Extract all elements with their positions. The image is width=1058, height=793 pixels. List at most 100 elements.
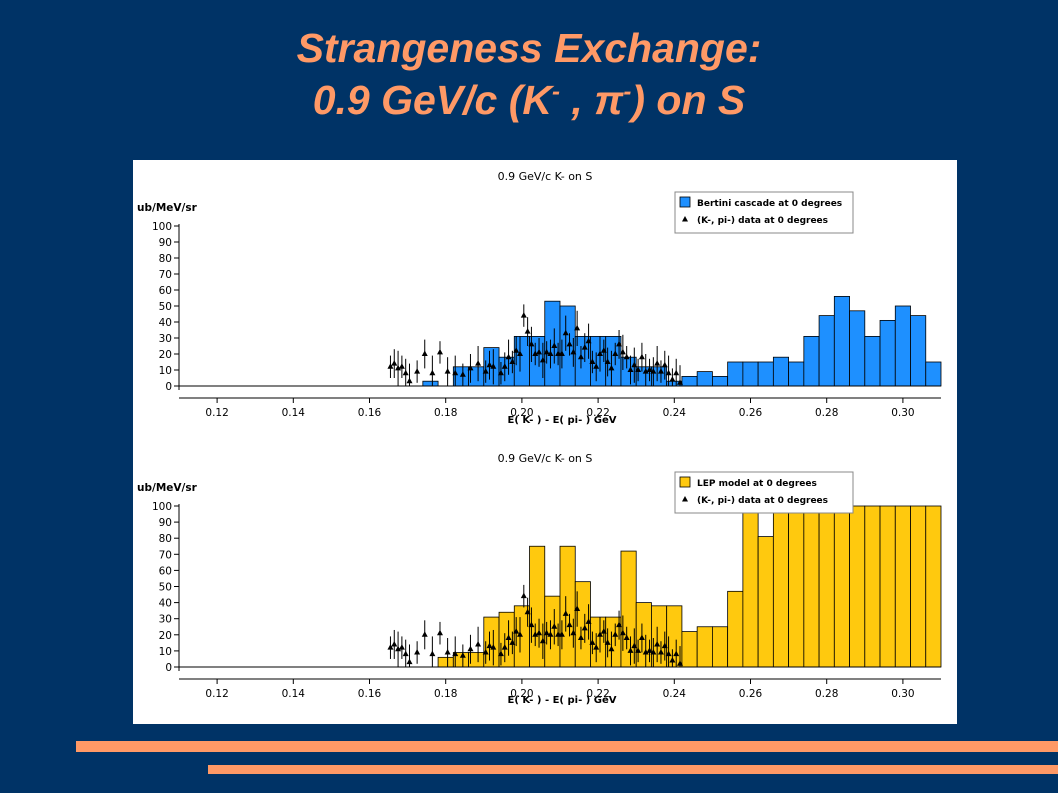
chart2-data-point — [646, 647, 653, 653]
chart1-data-point — [516, 350, 523, 356]
chart1-bar — [772, 356, 789, 387]
chart1-bar — [879, 319, 896, 387]
chart2-data-point — [562, 610, 569, 616]
chart2-data-point — [566, 621, 573, 628]
chart1-ytick-label: 80 — [159, 253, 172, 265]
chart2-data-point — [589, 639, 596, 645]
chart1-data-point — [654, 360, 661, 366]
chart1-title: 0.9 GeV/c K- on S — [498, 170, 593, 183]
chart2-data-point — [482, 649, 489, 655]
chart2-bar — [696, 626, 713, 668]
chart1-xtick-label: 0.30 — [891, 407, 914, 419]
chart2-ytick-label: 100 — [152, 501, 172, 513]
chart2-data-point — [539, 637, 546, 644]
chart1-data-point — [524, 328, 531, 334]
chart2-bar — [833, 505, 850, 668]
chart1-data-point — [627, 366, 634, 372]
chart2-data-point — [475, 640, 482, 647]
chart2-xtick-label: 0.26 — [739, 688, 763, 700]
chart1-data-point — [482, 368, 489, 374]
chart2-data-point — [406, 658, 413, 665]
chart1-data-point — [543, 348, 550, 355]
chart1-data-point — [395, 364, 402, 371]
chart2-data-point — [623, 634, 630, 641]
chart2-bar — [803, 505, 820, 668]
chart2-data-point — [677, 660, 684, 666]
title-line-2-comma: , — [560, 77, 595, 123]
chart2-data-point — [604, 639, 611, 645]
chart1-legend-label-bars: Bertini cascade at 0 degrees — [697, 199, 842, 209]
chart1-ytick-label: 90 — [159, 237, 172, 249]
chart2-data-point — [436, 629, 443, 636]
chart2-bar — [788, 505, 805, 668]
chart1-xlabel: E( K- ) - E( pi- ) GeV — [508, 415, 617, 426]
chart1-data-point — [581, 344, 588, 350]
chart1-ytick-label: 70 — [159, 269, 172, 281]
chart2-data-point — [597, 631, 604, 637]
chart1-data-point — [501, 363, 508, 369]
chart1-ytick-label: 60 — [159, 285, 172, 297]
chart2-data-point — [600, 628, 607, 634]
chart1-data-point — [619, 348, 626, 355]
chart1-bar — [849, 310, 866, 387]
decorative-bar-top — [76, 741, 1058, 752]
chart2-ytick-label: 60 — [159, 565, 172, 577]
chart1-data-point — [536, 348, 543, 355]
chart2-ytick-label: 0 — [165, 662, 172, 674]
chart2-data-point — [391, 640, 398, 647]
chart1-legend-label-data: (K-, pi-) data at 0 degrees — [697, 216, 828, 226]
chart1-bar — [696, 371, 713, 387]
chart2-data-point — [524, 608, 531, 615]
chart2-bar — [849, 505, 866, 668]
chart1-ytick-label: 40 — [159, 317, 172, 329]
chart1-ylabel: ub/MeV/sr — [137, 202, 198, 214]
chart1-data-point — [509, 358, 516, 364]
chart1-data-point — [635, 366, 642, 372]
chart1-bar — [788, 361, 805, 387]
chart1-ytick-label: 0 — [165, 381, 172, 393]
chart2-xtick-label: 0.20 — [510, 688, 533, 700]
chart1-data-point — [646, 366, 653, 372]
chart1-bar — [422, 380, 439, 387]
chart2-data-point — [490, 644, 497, 650]
chart1-bar — [757, 361, 774, 387]
chart1-xtick-label: 0.12 — [205, 407, 228, 419]
chart2-bar — [727, 590, 744, 668]
chart2-data-point — [429, 650, 436, 657]
chart1-data-point — [547, 350, 554, 356]
chart2-data-point — [513, 628, 520, 634]
title-line-2: 0.9 GeV/c (K- , π-) on S — [313, 77, 746, 123]
chart2-xtick-label: 0.18 — [434, 688, 457, 700]
chart2-data-point — [467, 645, 474, 652]
chart1-data-point — [577, 353, 584, 360]
chart1-data-point — [406, 377, 413, 384]
chart1-data-point — [391, 360, 398, 366]
chart2-data-point — [516, 631, 523, 637]
chart1-ytick-label: 30 — [159, 333, 172, 345]
title-superscript-minus-2: - — [623, 78, 632, 106]
chart2-xtick-label: 0.22 — [586, 688, 609, 700]
chart2-ytick-label: 80 — [159, 533, 172, 545]
chart1-data-point — [452, 369, 459, 376]
chart1-data-point — [593, 363, 600, 369]
chart2-data-point — [574, 605, 581, 612]
chart1-data-point — [600, 347, 607, 353]
chart2-bar — [910, 505, 927, 668]
chart1-data-point — [665, 369, 672, 376]
chart1-data-point — [562, 329, 569, 336]
chart2-data-point — [642, 649, 649, 655]
chart1-data-point — [657, 368, 664, 374]
chart2-data-point — [395, 645, 402, 652]
chart2-data-point — [558, 631, 565, 637]
chart1-data-point — [475, 360, 482, 366]
chart1-data-point — [669, 376, 676, 382]
chart1-bar — [910, 315, 927, 387]
chart1-data-point — [398, 363, 405, 369]
chart1-xtick-label: 0.26 — [739, 407, 763, 419]
chart1-bar — [864, 335, 881, 387]
chart1-data-point — [638, 353, 645, 360]
chart1-ytick-label: 50 — [159, 301, 172, 313]
chart1-data-point — [597, 350, 604, 356]
chart1-data-point — [555, 350, 562, 356]
chart2-data-point — [577, 634, 584, 641]
